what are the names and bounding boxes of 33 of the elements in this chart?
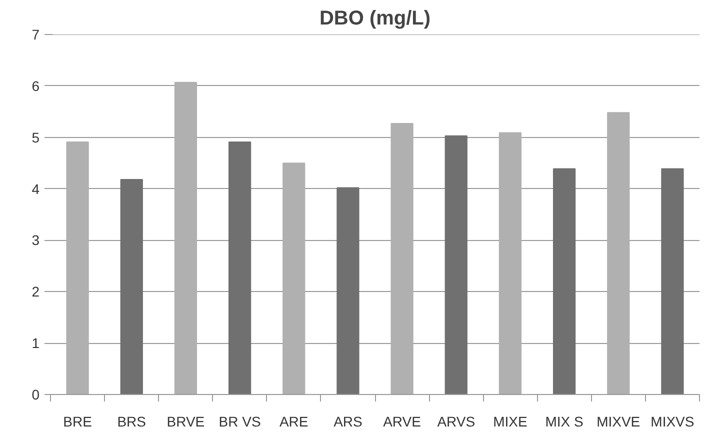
x-tick-label: MIXE — [493, 414, 528, 430]
x-tick-label: MIXVE — [596, 414, 640, 430]
x-tick-label: ARVS — [437, 414, 476, 430]
x-tick-label: MIX S — [545, 414, 584, 430]
bar — [66, 141, 89, 394]
x-tick-label: BR VS — [218, 414, 261, 430]
y-tick-label: 4 — [32, 180, 40, 197]
bar — [444, 135, 468, 394]
y-tick-label: 5 — [32, 129, 40, 146]
bar — [282, 162, 306, 394]
bar — [498, 132, 522, 394]
x-tick-label: BRE — [63, 414, 92, 430]
y-tick-label: 1 — [32, 335, 40, 352]
bar — [174, 82, 198, 394]
x-tick-label: ARS — [334, 414, 362, 430]
y-tick-label: 7 — [32, 26, 40, 42]
y-tick-label: 3 — [32, 232, 40, 248]
x-tick-label: BRS — [117, 414, 146, 430]
y-tick-label: 2 — [32, 284, 40, 300]
y-tick-label: 0 — [32, 386, 40, 402]
y-tick-label: 6 — [32, 78, 40, 94]
bar — [336, 187, 360, 394]
bar — [390, 122, 414, 394]
x-tick-label: BRVE — [166, 414, 205, 430]
x-tick-label: MIXVS — [650, 414, 694, 430]
bar — [661, 168, 684, 394]
bar — [607, 112, 630, 394]
bar — [228, 141, 252, 394]
bar — [552, 168, 576, 394]
chart-title: DBO (mg/L) — [319, 8, 431, 30]
bar — [120, 179, 143, 394]
x-tick-label: ARE — [279, 414, 308, 430]
x-tick-label: ARVE — [383, 414, 421, 430]
